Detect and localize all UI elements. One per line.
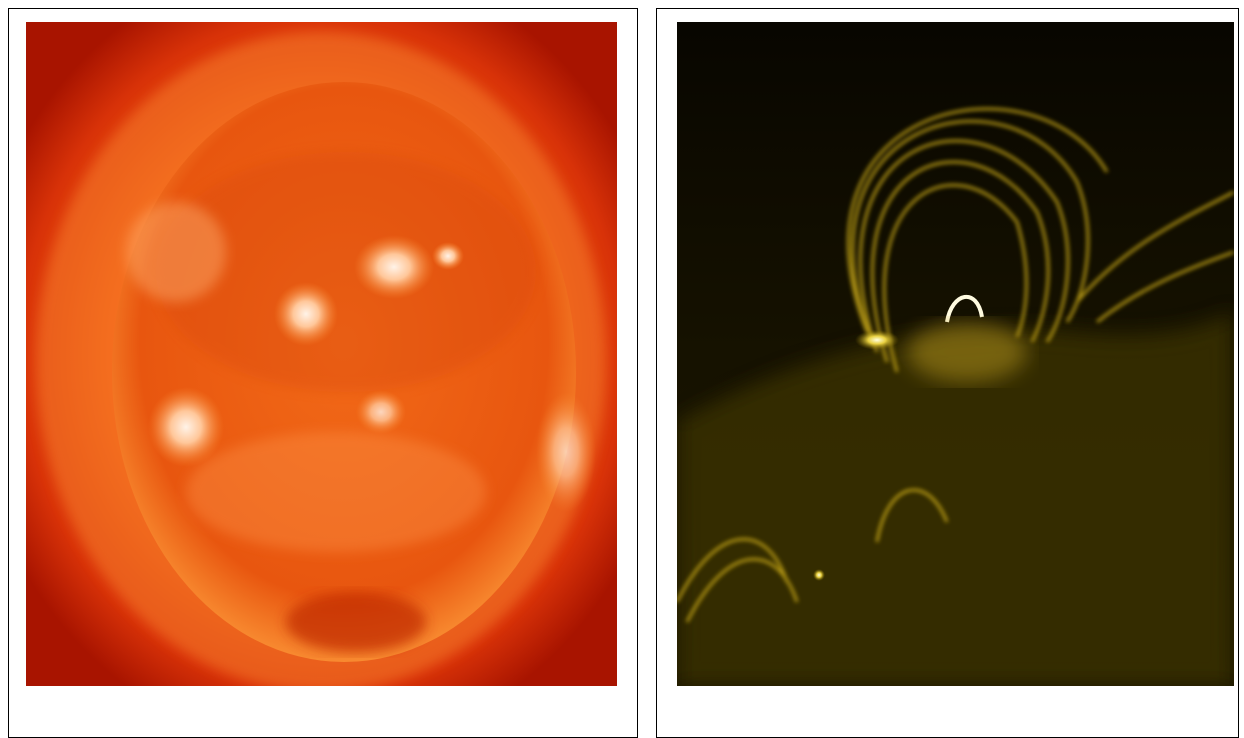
xray-sun-image — [26, 22, 617, 686]
coronal-loops-image — [677, 22, 1234, 686]
